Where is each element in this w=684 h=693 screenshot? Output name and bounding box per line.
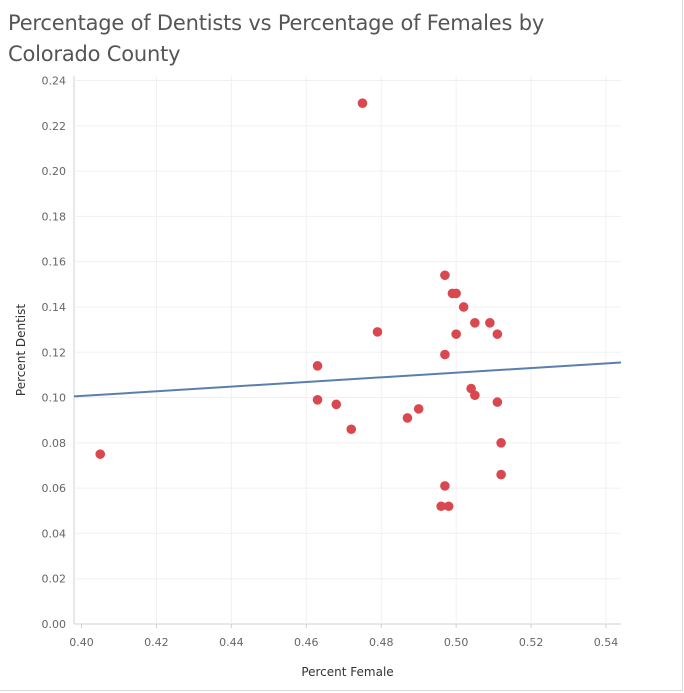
y-tick-label: 0.04 [42, 527, 67, 540]
data-point[interactable] [440, 270, 450, 281]
grid-lines [73, 76, 621, 628]
x-tick-label: 0.46 [294, 636, 319, 649]
data-point[interactable] [496, 469, 506, 480]
y-tick-label: 0.10 [42, 392, 67, 405]
data-point[interactable] [436, 501, 446, 512]
x-tick-label: 0.50 [444, 636, 469, 649]
data-point[interactable] [440, 349, 450, 360]
x-tick-label: 0.42 [144, 636, 169, 649]
x-tick-label: 0.48 [369, 636, 394, 649]
chart-title: Percentage of Dentists vs Percentage of … [8, 11, 545, 66]
y-axis-ticks: 0.00 0.02 0.04 0.06 0.08 0.10 0.12 0.14 0.16 0.18… [42, 75, 67, 631]
data-point[interactable] [346, 424, 357, 435]
data-point[interactable] [312, 395, 323, 405]
data-point[interactable] [451, 329, 461, 339]
data-point[interactable] [485, 318, 495, 328]
y-tick-label: 0.20 [42, 165, 67, 178]
y-tick-label: 0.16 [42, 256, 67, 269]
y-tick-label: 0.12 [42, 346, 67, 359]
data-point[interactable] [440, 481, 450, 491]
y-tick-label: 0.14 [42, 301, 67, 314]
data-point[interactable] [357, 98, 368, 108]
y-tick-label: 0.02 [42, 573, 67, 586]
data-point[interactable] [451, 288, 461, 299]
y-tick-label: 0.08 [42, 437, 67, 450]
data-point[interactable] [492, 329, 503, 339]
y-tick-label: 0.18 [42, 210, 67, 223]
data-point[interactable] [492, 397, 503, 407]
x-axis-ticks: 0.40 0.42 0.44 0.46 0.48 0.50 0.52 0.54 [69, 636, 618, 649]
trend-line-group [73, 361, 622, 398]
x-tick-label: 0.44 [219, 636, 244, 649]
x-tick-label: 0.40 [69, 636, 94, 649]
data-point[interactable] [470, 390, 480, 401]
data-point[interactable] [402, 413, 413, 423]
data-point[interactable] [458, 302, 469, 312]
y-axis-label: Percent Dentist [14, 304, 28, 396]
y-tick-label: 0.00 [42, 618, 67, 631]
data-point[interactable] [331, 399, 342, 410]
data-point[interactable] [95, 449, 106, 459]
x-tick-label: 0.54 [594, 636, 619, 649]
data-point[interactable] [443, 501, 454, 512]
data-point[interactable] [413, 404, 424, 414]
data-point[interactable] [372, 327, 383, 337]
data-points [95, 98, 506, 512]
data-point[interactable] [470, 318, 480, 328]
x-axis-label: Percent Female [301, 665, 393, 679]
y-tick-label: 0.06 [42, 482, 67, 495]
y-tick-label: 0.24 [42, 75, 67, 88]
data-point[interactable] [496, 438, 506, 448]
trend-line [73, 361, 622, 398]
x-tick-label: 0.52 [519, 636, 544, 649]
data-point[interactable] [312, 361, 323, 371]
y-tick-label: 0.22 [42, 120, 67, 133]
